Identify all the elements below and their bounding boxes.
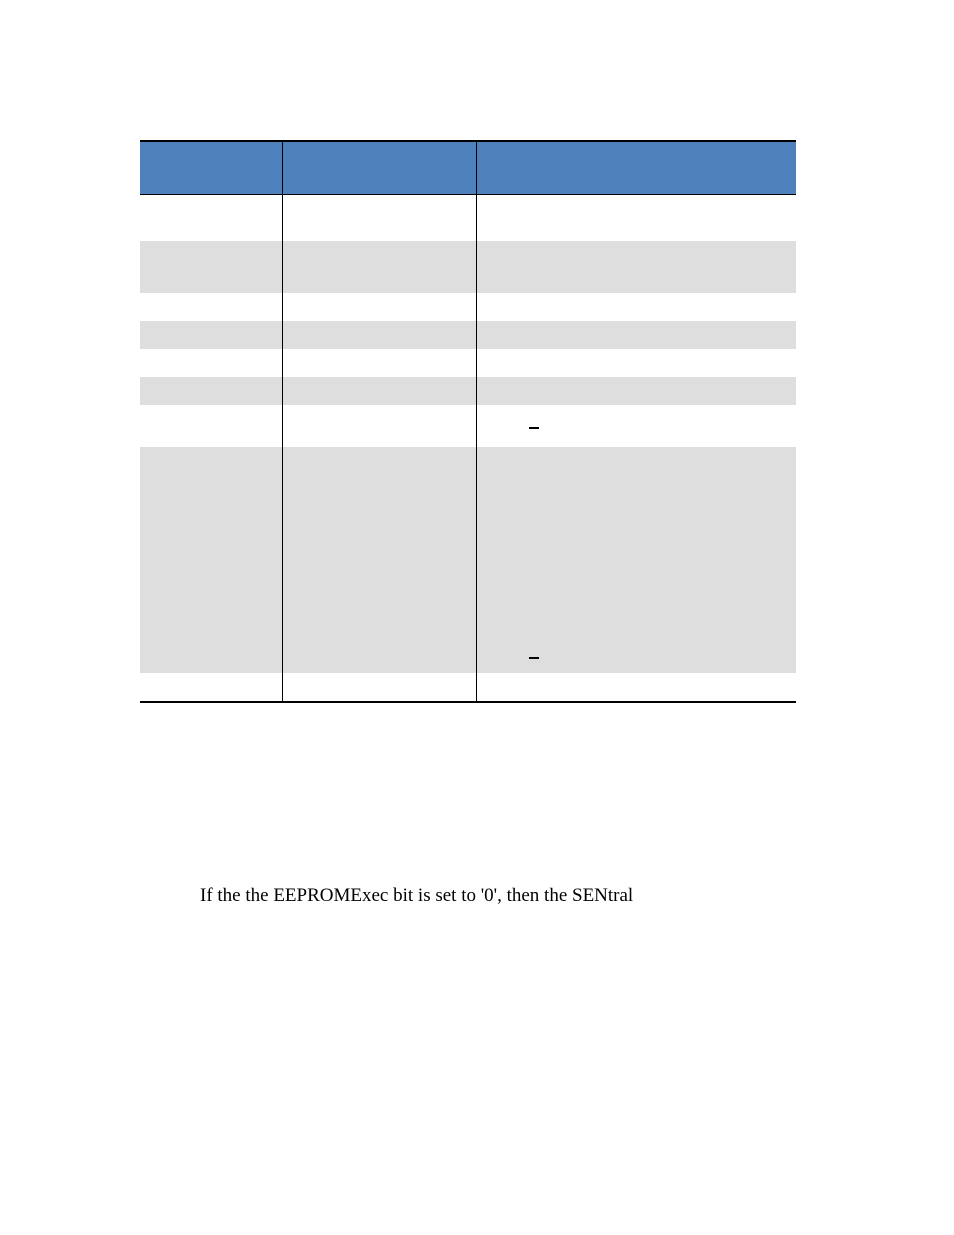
table-cell	[140, 377, 282, 405]
table-cell	[476, 321, 796, 349]
table-cell	[282, 673, 476, 702]
table-row	[140, 195, 796, 242]
table-cell	[476, 195, 796, 242]
table-cell	[140, 195, 282, 242]
table-cell	[282, 321, 476, 349]
register-table	[140, 140, 796, 703]
table-row	[140, 673, 796, 702]
table-cell	[140, 241, 282, 293]
table-cell	[140, 673, 282, 702]
table-cell	[282, 293, 476, 321]
table-row	[140, 241, 796, 293]
table-cell	[476, 377, 796, 405]
table-cell	[140, 349, 282, 377]
table-cell	[140, 447, 282, 673]
table-cell	[476, 293, 796, 321]
table-row	[140, 447, 796, 673]
table-cell	[476, 447, 796, 673]
table-cell	[140, 321, 282, 349]
table-container	[140, 140, 796, 703]
body-paragraph: If the the EEPROMExec bit is set to '0',…	[200, 883, 760, 909]
table-cell	[282, 195, 476, 242]
table-header-row	[140, 141, 796, 195]
table-row	[140, 405, 796, 447]
table-row	[140, 349, 796, 377]
page: If the the EEPROMExec bit is set to '0',…	[0, 0, 954, 1235]
table-header-cell	[476, 141, 796, 195]
table-cell	[476, 241, 796, 293]
table-cell	[476, 673, 796, 702]
table-header-cell	[282, 141, 476, 195]
table-cell	[282, 405, 476, 447]
table-cell	[476, 349, 796, 377]
table-cell	[282, 447, 476, 673]
table-row	[140, 377, 796, 405]
table-cell	[282, 377, 476, 405]
table-cell	[282, 241, 476, 293]
table-cell	[140, 405, 282, 447]
table-header-cell	[140, 141, 282, 195]
table-row	[140, 321, 796, 349]
table-cell	[282, 349, 476, 377]
table-cell	[476, 405, 796, 447]
table-cell	[140, 293, 282, 321]
table-row	[140, 293, 796, 321]
